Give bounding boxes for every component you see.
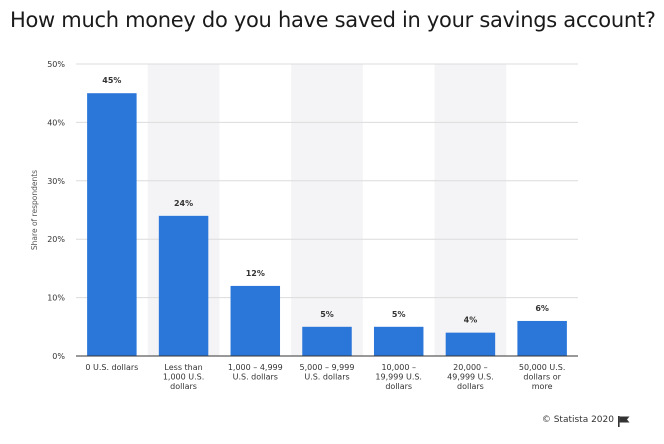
y-tick-label: 0% (52, 352, 65, 361)
bar (373, 326, 424, 356)
bar-value-label: 24% (174, 199, 193, 208)
bar (230, 285, 281, 356)
x-tick-label: Less than 1,000 U.S. dollars (163, 363, 204, 391)
y-axis-title: Share of respondents (30, 170, 39, 250)
flag-icon[interactable] (618, 416, 630, 427)
y-tick-label: 50% (47, 60, 65, 69)
bar-value-label: 5% (392, 310, 406, 319)
x-tick-label: 0 U.S. dollars (85, 363, 138, 372)
bar (302, 326, 352, 356)
bar-value-label: 12% (246, 269, 265, 278)
y-tick-label: 30% (47, 177, 65, 186)
x-tick-label: 1,000 – 4,999 U.S. dollars (228, 363, 283, 382)
x-tick-label: 5,000 – 9,999 U.S. dollars (300, 363, 355, 382)
background-band (434, 64, 507, 356)
x-tick-label: 20,000 –49,999 U.S. dollars (447, 363, 494, 391)
chart-title: How much money do you have saved in your… (10, 8, 656, 32)
statista-credit[interactable]: © Statista 2020 (541, 415, 614, 425)
y-tick-label: 40% (47, 118, 65, 127)
bar-value-label: 45% (102, 76, 121, 85)
x-tick-label: 10,000 –19,999 U.S. dollars (375, 363, 422, 391)
bar-value-label: 6% (535, 304, 549, 313)
x-tick-label: 50,000 U.S. dollars or more (519, 363, 566, 391)
bar (158, 215, 209, 356)
bar-value-label: 5% (320, 310, 334, 319)
bar (517, 320, 567, 356)
bar (87, 93, 137, 356)
y-tick-label: 10% (47, 294, 65, 303)
y-tick-label: 20% (47, 235, 65, 244)
bar (445, 332, 496, 356)
bar-value-label: 4% (464, 316, 478, 325)
background-band (291, 64, 363, 356)
